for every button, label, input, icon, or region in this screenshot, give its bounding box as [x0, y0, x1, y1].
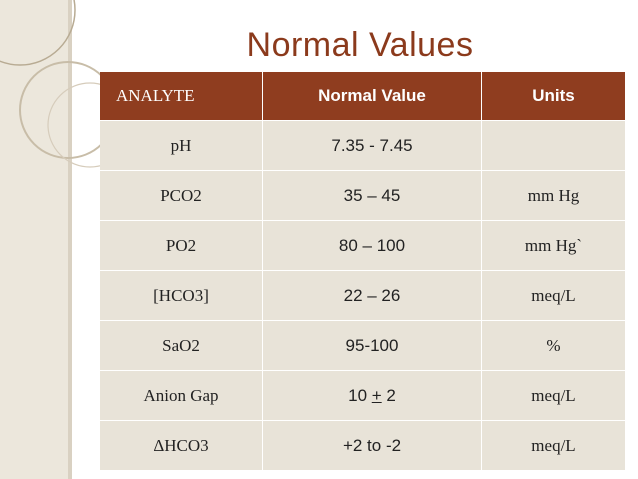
- analyte-cell: PO2: [100, 220, 263, 271]
- units-cell: meq/L: [481, 420, 626, 471]
- column-header-normal-value: Normal Value: [262, 72, 482, 121]
- analyte-cell: pH: [100, 120, 263, 171]
- analyte-cell: ΔHCO3: [100, 420, 263, 471]
- normal-value-cell: 7.35 - 7.45: [262, 120, 482, 171]
- table-header-row: ANALYTE Normal Value Units: [100, 72, 626, 121]
- table-row: [HCO3] 22 – 26 meq/L: [100, 270, 626, 321]
- table-row: PO2 80 – 100 mm Hg`: [100, 220, 626, 271]
- units-cell: meq/L: [481, 370, 626, 421]
- analyte-cell: SaO2: [100, 320, 263, 371]
- normal-value-cell: +2 to -2: [262, 420, 482, 471]
- normal-value-cell: 22 – 26: [262, 270, 482, 321]
- side-band-border: [68, 0, 72, 479]
- table-row: pH 7.35 - 7.45: [100, 120, 626, 171]
- plus-minus-symbol: +: [371, 385, 382, 405]
- analyte-cell: [HCO3]: [100, 270, 263, 321]
- table-row: Anion Gap 10 + 2 meq/L: [100, 370, 626, 421]
- column-header-units: Units: [481, 72, 626, 121]
- value-number: 10: [348, 385, 372, 405]
- units-cell: mm Hg`: [481, 220, 626, 271]
- units-cell: meq/L: [481, 270, 626, 321]
- normal-value-cell: 80 – 100: [262, 220, 482, 271]
- value-range: 2: [381, 385, 396, 405]
- units-cell: [481, 120, 626, 171]
- table-row: PCO2 35 – 45 mm Hg: [100, 170, 626, 221]
- column-header-analyte: ANALYTE: [100, 72, 263, 121]
- normal-value-cell: 95-100: [262, 320, 482, 371]
- analyte-cell: PCO2: [100, 170, 263, 221]
- units-cell: %: [481, 320, 626, 371]
- page-title: Normal Values: [246, 26, 474, 64]
- analyte-cell: Anion Gap: [100, 370, 263, 421]
- table-row: ΔHCO3 +2 to -2 meq/L: [100, 420, 626, 471]
- units-cell: mm Hg: [481, 170, 626, 221]
- normal-values-table: ANALYTE Normal Value Units pH 7.35 - 7.4…: [100, 72, 626, 471]
- normal-value-cell: 10 + 2: [262, 370, 482, 421]
- normal-value-cell: 35 – 45: [262, 170, 482, 221]
- table-row: SaO2 95-100 %: [100, 320, 626, 371]
- side-band: [0, 0, 68, 479]
